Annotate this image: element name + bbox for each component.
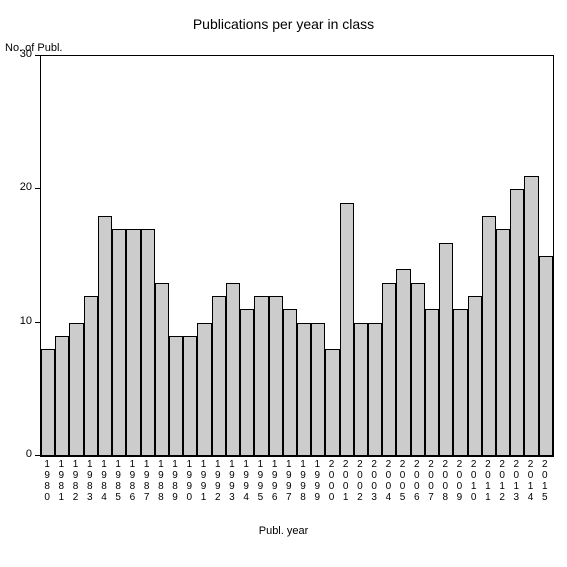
y-tick-mark [35, 455, 40, 456]
x-tick-label: 1999 [310, 459, 324, 503]
bar [84, 296, 98, 456]
x-axis-title: Publ. year [0, 525, 567, 537]
x-tick-label: 2008 [438, 459, 452, 503]
x-tick-label: 1998 [296, 459, 310, 503]
x-tick-label: 2014 [523, 459, 537, 503]
y-tick-label: 0 [0, 448, 32, 460]
x-tick-label: 1993 [225, 459, 239, 503]
y-tick-mark [35, 55, 40, 56]
bar [539, 256, 553, 456]
bar [183, 336, 197, 456]
x-tick-label: 1990 [182, 459, 196, 503]
x-tick-label: 1989 [168, 459, 182, 503]
bar [411, 283, 425, 456]
y-tick-mark [35, 188, 40, 189]
x-tick-label: 2010 [467, 459, 481, 503]
bar [325, 349, 339, 456]
bar [254, 296, 268, 456]
bar [425, 309, 439, 456]
bar [382, 283, 396, 456]
x-tick-label: 1981 [54, 459, 68, 503]
x-tick-label: 1987 [140, 459, 154, 503]
y-tick-label: 30 [0, 48, 32, 60]
x-tick-label: 1983 [83, 459, 97, 503]
bar [126, 229, 140, 456]
bar [169, 336, 183, 456]
plot-area [40, 55, 554, 457]
bar [311, 323, 325, 456]
bar [453, 309, 467, 456]
x-tick-label: 1994 [239, 459, 253, 503]
bar [98, 216, 112, 456]
bar [439, 243, 453, 456]
x-tick-label: 1991 [196, 459, 210, 503]
bar [340, 203, 354, 456]
bar [482, 216, 496, 456]
bar [496, 229, 510, 456]
bar [468, 296, 482, 456]
bar [155, 283, 169, 456]
bar [297, 323, 311, 456]
bar [226, 283, 240, 456]
x-tick-label: 2011 [481, 459, 495, 503]
x-tick-label: 2012 [495, 459, 509, 503]
x-tick-label: 1996 [268, 459, 282, 503]
y-tick-label: 20 [0, 181, 32, 193]
bars-container [41, 56, 553, 456]
y-tick-label: 10 [0, 315, 32, 327]
bar [283, 309, 297, 456]
x-tick-label: 1992 [211, 459, 225, 503]
x-tick-label: 1982 [68, 459, 82, 503]
bar [69, 323, 83, 456]
bar [368, 323, 382, 456]
x-tick-label: 2009 [452, 459, 466, 503]
bar [197, 323, 211, 456]
x-tick-label: 2001 [339, 459, 353, 503]
x-tick-label: 2006 [410, 459, 424, 503]
chart-title: Publications per year in class [0, 16, 567, 32]
bar [41, 349, 55, 456]
x-tick-label: 1985 [111, 459, 125, 503]
bar [141, 229, 155, 456]
bar [212, 296, 226, 456]
x-tick-label: 2007 [424, 459, 438, 503]
y-tick-mark [35, 322, 40, 323]
x-tick-label: 2004 [381, 459, 395, 503]
x-axis: 1980198119821983198419851986198719881989… [40, 459, 552, 503]
x-tick-label: 1984 [97, 459, 111, 503]
x-tick-label: 2002 [353, 459, 367, 503]
bar [269, 296, 283, 456]
bar [510, 189, 524, 456]
x-tick-label: 2013 [509, 459, 523, 503]
bar [55, 336, 69, 456]
bar [396, 269, 410, 456]
x-tick-label: 1988 [154, 459, 168, 503]
bar [354, 323, 368, 456]
bar [524, 176, 538, 456]
x-tick-label: 1995 [253, 459, 267, 503]
x-tick-label: 1986 [125, 459, 139, 503]
bar [240, 309, 254, 456]
publications-bar-chart: Publications per year in class No. of Pu… [0, 0, 567, 567]
x-tick-label: 2005 [395, 459, 409, 503]
x-tick-label: 1997 [282, 459, 296, 503]
x-tick-label: 2003 [367, 459, 381, 503]
x-tick-label: 2015 [538, 459, 552, 503]
x-tick-label: 2000 [324, 459, 338, 503]
bar [112, 229, 126, 456]
x-tick-label: 1980 [40, 459, 54, 503]
